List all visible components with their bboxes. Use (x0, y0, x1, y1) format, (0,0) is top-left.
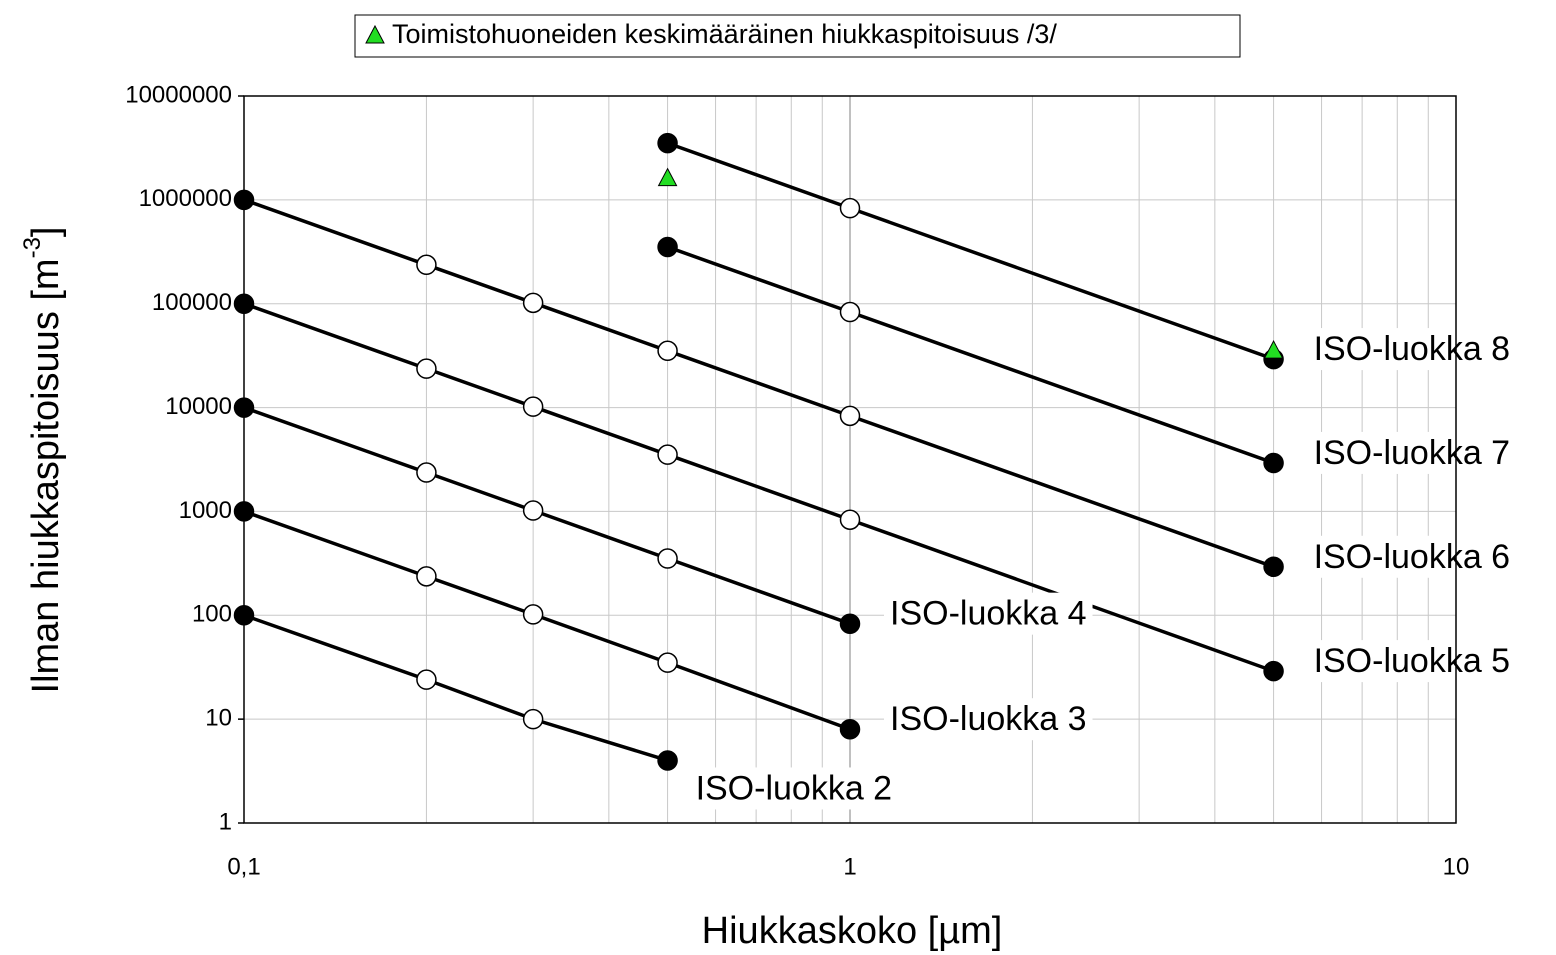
point-marker (522, 708, 544, 730)
point-marker (416, 462, 437, 483)
y-tick-label: 100 (192, 601, 232, 628)
series-line (243, 613, 669, 763)
point-marker (416, 566, 437, 587)
legend-box (354, 14, 1241, 58)
legend-label: Toimistohuoneiden keskimääräinen hiukkas… (392, 19, 1057, 49)
y-tick-label: 100000 (152, 289, 232, 316)
y-axis-title-end: ] (25, 227, 67, 238)
x-tick-label: 0,1 (227, 853, 260, 880)
point-marker (839, 718, 861, 740)
point-marker (522, 604, 544, 625)
label-background (884, 592, 1093, 635)
y-tick-label: 1 (219, 808, 232, 835)
legend-symbol (365, 24, 385, 44)
label-background (1307, 535, 1517, 578)
series-line (243, 198, 1275, 569)
y-tick-label: 10000000 (125, 81, 232, 108)
series-label: ISO-luokka 5 (1314, 642, 1511, 680)
label-background (884, 698, 1093, 741)
point-marker (839, 301, 861, 323)
label-background (1307, 640, 1517, 683)
legend: Toimistohuoneiden keskimääräinen hiukkas… (354, 14, 1241, 58)
label-background (689, 767, 899, 810)
point-marker (416, 669, 437, 690)
y-axis-title-main: Ilman hiukkaspitoisuus [m (25, 258, 67, 693)
y-axis-title: Ilman hiukkaspitoisuus [m-3] (19, 227, 67, 694)
label-background (1307, 431, 1517, 474)
x-tick-label: 10 (1443, 853, 1470, 880)
x-tick-label: 1 (843, 853, 856, 880)
series-label: ISO-luokka 7 (1314, 434, 1511, 472)
series-line (243, 302, 1275, 673)
series-label: ISO-luokka 2 (696, 769, 893, 807)
point-marker (416, 254, 437, 276)
label-background (1307, 328, 1517, 371)
point-marker (657, 340, 678, 362)
plot: ISO-luokka 2 ISO-luokka 3 ISO-luokka 4 ISO-… (233, 132, 1517, 810)
point-marker (657, 444, 678, 465)
triangle-marker (657, 167, 678, 187)
point-marker (657, 236, 678, 258)
point-marker (839, 509, 861, 530)
plot-frame (243, 95, 1457, 824)
triangle-marker (1263, 339, 1284, 359)
y-tick-label: 10 (205, 704, 232, 731)
point-marker (522, 396, 544, 417)
point-marker (839, 405, 861, 427)
point-marker (657, 750, 678, 771)
y-tick-label: 10000 (165, 393, 232, 420)
y-tick-label: 1000 (179, 497, 232, 524)
point-marker (522, 500, 544, 521)
y-tick-label: 1000000 (139, 185, 232, 212)
point-marker (1263, 660, 1284, 682)
series-label: ISO-luokka 4 (890, 595, 1087, 633)
series-label: ISO-luokka 6 (1314, 538, 1511, 576)
point-marker (657, 132, 678, 154)
point-marker (839, 197, 861, 219)
point-marker (522, 292, 544, 314)
point-marker (1263, 556, 1284, 578)
series-label: ISO-luokka 8 (1314, 330, 1511, 368)
point-marker (839, 613, 861, 634)
series-label: ISO-luokka 3 (890, 700, 1087, 738)
point-marker (416, 358, 437, 379)
point-marker (657, 652, 678, 673)
y-axis-title-sup: -3 (19, 237, 46, 258)
point-marker (657, 548, 678, 569)
point-marker (1263, 452, 1284, 474)
x-axis-title: Hiukkaskoko [µm] (702, 910, 1003, 952)
